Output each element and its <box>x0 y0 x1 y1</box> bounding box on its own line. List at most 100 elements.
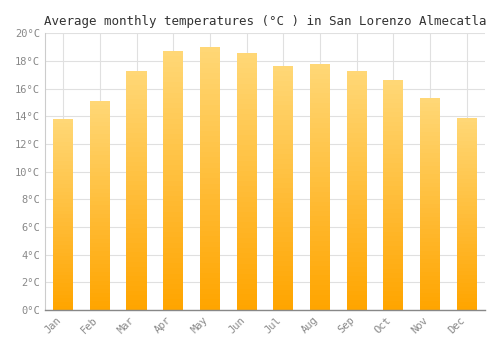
Bar <box>456 164 476 168</box>
Bar <box>310 128 330 133</box>
Bar <box>456 152 476 156</box>
Bar <box>90 205 110 210</box>
Bar <box>420 178 440 183</box>
Bar <box>53 230 74 233</box>
Bar <box>236 166 256 171</box>
Bar <box>273 237 293 242</box>
Bar <box>126 113 146 119</box>
Bar <box>346 214 366 219</box>
Bar <box>383 145 404 149</box>
Bar <box>200 299 220 304</box>
Bar <box>456 252 476 256</box>
Bar <box>346 185 366 190</box>
Bar <box>310 191 330 197</box>
Bar <box>53 142 74 146</box>
Bar <box>383 158 404 163</box>
Bar <box>126 204 146 209</box>
Bar <box>236 52 256 58</box>
Bar <box>420 170 440 174</box>
Bar <box>456 221 476 225</box>
Bar <box>90 218 110 222</box>
Bar <box>126 190 146 195</box>
Bar <box>346 290 366 295</box>
Bar <box>200 210 220 215</box>
Bar <box>163 186 184 191</box>
Bar <box>383 236 404 241</box>
Bar <box>310 182 330 187</box>
Bar <box>200 226 220 231</box>
Bar <box>273 203 293 208</box>
Bar <box>420 183 440 187</box>
Bar <box>273 222 293 227</box>
Bar <box>456 160 476 164</box>
Bar <box>90 260 110 264</box>
Bar <box>383 112 404 117</box>
Bar <box>310 167 330 172</box>
Bar <box>163 118 184 124</box>
Bar <box>53 172 74 176</box>
Bar <box>53 199 74 203</box>
Bar <box>310 280 330 285</box>
Bar <box>273 208 293 212</box>
Bar <box>310 265 330 271</box>
Bar <box>200 184 220 189</box>
Bar <box>126 109 146 114</box>
Bar <box>126 290 146 295</box>
Bar <box>163 206 184 212</box>
Bar <box>90 243 110 247</box>
Bar <box>273 290 293 295</box>
Bar <box>456 267 476 271</box>
Bar <box>346 85 366 90</box>
Bar <box>200 257 220 262</box>
Bar <box>236 114 256 120</box>
Bar <box>310 152 330 157</box>
Bar <box>420 119 440 124</box>
Bar <box>163 191 184 196</box>
Bar <box>346 271 366 276</box>
Bar <box>383 250 404 255</box>
Bar <box>163 170 184 175</box>
Bar <box>236 294 256 300</box>
Bar <box>163 180 184 186</box>
Bar <box>163 243 184 248</box>
Bar <box>383 167 404 172</box>
Bar <box>310 74 330 78</box>
Bar <box>273 81 293 86</box>
Bar <box>456 275 476 279</box>
Bar <box>90 297 110 301</box>
Bar <box>456 233 476 237</box>
Bar <box>53 149 74 153</box>
Bar <box>200 189 220 194</box>
Bar <box>420 242 440 246</box>
Bar <box>126 161 146 166</box>
Bar <box>310 295 330 300</box>
Bar <box>200 289 220 294</box>
Bar <box>53 294 74 298</box>
Bar <box>163 165 184 170</box>
Bar <box>383 190 404 195</box>
Bar <box>383 264 404 268</box>
Bar <box>310 256 330 261</box>
Bar <box>456 225 476 229</box>
Bar <box>126 305 146 310</box>
Bar <box>53 268 74 272</box>
Bar <box>200 89 220 95</box>
Bar <box>126 185 146 190</box>
Bar <box>90 201 110 205</box>
Bar <box>346 238 366 243</box>
Bar <box>273 295 293 300</box>
Bar <box>90 247 110 251</box>
Bar <box>310 64 330 69</box>
Bar <box>163 294 184 300</box>
Bar <box>310 83 330 88</box>
Bar <box>310 196 330 202</box>
Bar <box>420 217 440 221</box>
Bar <box>456 121 476 125</box>
Bar <box>236 284 256 289</box>
Bar <box>236 68 256 73</box>
Bar <box>346 286 366 291</box>
Bar <box>420 212 440 217</box>
Bar <box>346 190 366 195</box>
Bar <box>383 301 404 305</box>
Bar <box>163 258 184 263</box>
